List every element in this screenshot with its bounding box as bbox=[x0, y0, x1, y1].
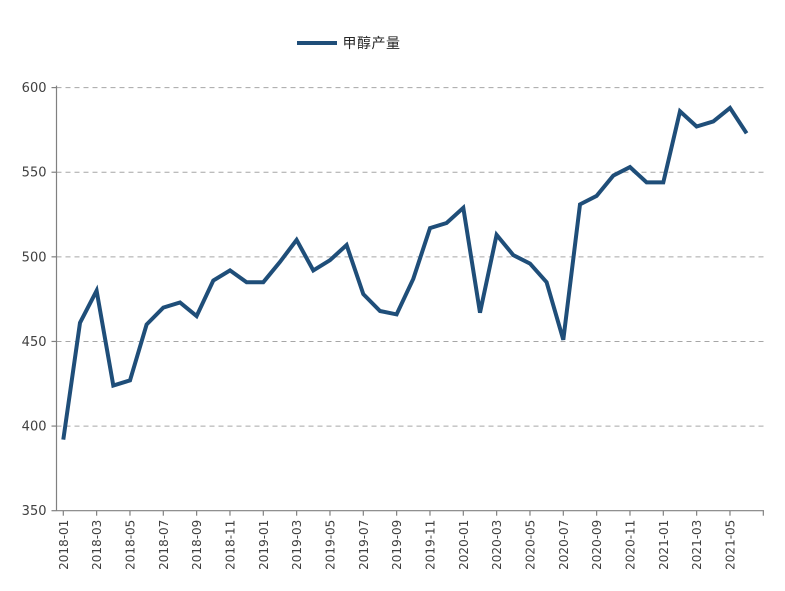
x-tick-label: 2019-01 bbox=[257, 520, 271, 570]
y-tick-label: 600 bbox=[22, 81, 47, 96]
y-tick-label: 500 bbox=[22, 250, 47, 265]
x-tick-label: 2019-03 bbox=[290, 520, 304, 570]
x-tick-label: 2018-01 bbox=[57, 520, 71, 570]
x-tick-label: 2021-03 bbox=[690, 520, 704, 570]
x-tick-label: 2018-11 bbox=[223, 520, 237, 570]
x-tick-label: 2018-03 bbox=[90, 520, 104, 570]
x-tick-label: 2020-11 bbox=[623, 520, 637, 570]
x-tick-label: 2020-03 bbox=[490, 520, 504, 570]
x-tick-label: 2020-07 bbox=[557, 520, 571, 570]
x-tick-label: 2020-01 bbox=[457, 520, 471, 570]
series-line-methanol-production bbox=[61, 104, 749, 440]
x-tick-label: 2018-07 bbox=[157, 520, 171, 570]
y-tick-label: 400 bbox=[22, 420, 47, 435]
x-tick-label: 2021-01 bbox=[657, 520, 671, 570]
x-tick-label: 2018-05 bbox=[123, 520, 137, 570]
x-tick-label: 2018-09 bbox=[190, 520, 204, 570]
y-tick-label: 450 bbox=[22, 335, 47, 350]
x-tick-label: 2020-05 bbox=[523, 520, 537, 570]
y-tick-label: 350 bbox=[22, 504, 47, 519]
y-tick-label: 550 bbox=[22, 166, 47, 181]
x-tick-label: 2019-05 bbox=[323, 520, 337, 570]
x-tick-label: 2021-05 bbox=[723, 520, 737, 570]
x-tick-label: 2019-07 bbox=[357, 520, 371, 570]
x-tick-label: 2019-11 bbox=[423, 520, 437, 570]
x-tick-label: 2019-09 bbox=[390, 520, 404, 570]
x-tick-label: 2020-09 bbox=[590, 520, 604, 570]
